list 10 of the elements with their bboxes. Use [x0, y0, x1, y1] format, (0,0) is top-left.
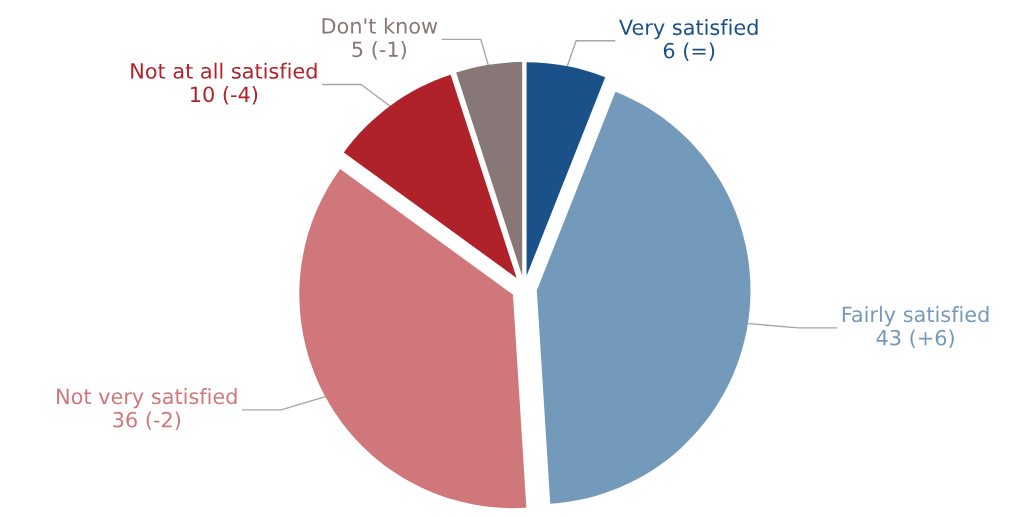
data-label: 36 (-2): [113, 411, 181, 431]
slice-label: Not at all satisfied: [131, 62, 317, 79]
data-label: 5 (-1): [352, 41, 406, 60]
data-label: 43 (+6): [876, 329, 954, 349]
data-label: 10 (-4): [191, 86, 258, 105]
slice-label: Don't know: [322, 17, 438, 34]
slice-label: Very satisfied: [619, 19, 758, 40]
data-label: 6 (=): [663, 42, 715, 61]
slice-label: Not very satisfied: [57, 388, 237, 409]
slice-label: Fairly satisfied: [842, 306, 989, 327]
